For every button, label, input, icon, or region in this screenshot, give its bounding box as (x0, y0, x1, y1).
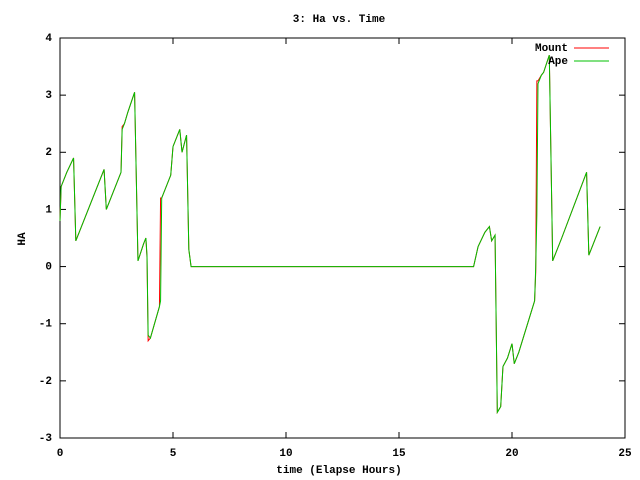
x-tick-label: 10 (279, 448, 292, 460)
legend-label: Ape (548, 56, 568, 68)
x-tick-label: 5 (170, 448, 177, 460)
y-axis-label: HA (17, 232, 29, 246)
x-tick-label: 0 (57, 448, 64, 460)
y-tick-label: -3 (39, 433, 53, 445)
y-tick-label: -2 (39, 376, 52, 388)
y-tick-label: -1 (39, 319, 53, 331)
y-tick-label: 4 (45, 33, 52, 45)
chart-title: 3: Ha vs. Time (293, 14, 386, 26)
x-tick-label: 20 (505, 448, 518, 460)
y-tick-label: 1 (45, 204, 52, 216)
series-line (59, 54, 601, 415)
x-axis-label: time (Elapse Hours) (276, 465, 401, 477)
legend-label: Mount (535, 43, 568, 55)
plot-frame (59, 37, 626, 439)
x-tick-label: 25 (618, 448, 632, 460)
x-tick-label: 15 (392, 448, 406, 460)
series-line (59, 54, 601, 415)
y-tick-label: 0 (45, 261, 52, 273)
y-tick-label: 3 (45, 90, 52, 102)
y-tick-label: 2 (45, 147, 52, 159)
